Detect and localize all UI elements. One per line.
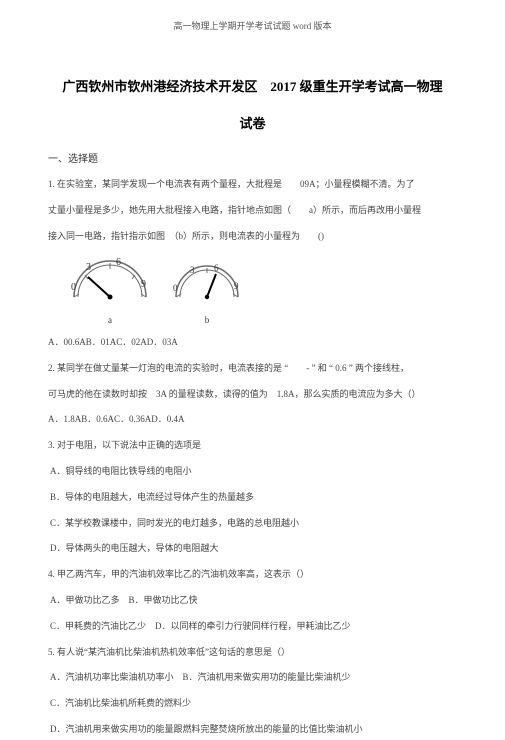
section-heading: 一、选择题 [48, 150, 457, 169]
svg-text:6: 6 [116, 257, 121, 268]
svg-text:6: 6 [214, 263, 219, 273]
q3-option-b: B．导体的电阻越大，电流经过导体产生的热量越多 [48, 488, 457, 508]
q4-option-ab: A．甲做功比乙多 B．甲做功比乙快 [48, 591, 457, 611]
q3-option-a: A．铜导线的电阻比铁导线的电阻小 [48, 462, 457, 482]
svg-text:9: 9 [141, 279, 146, 290]
q1-line3: 接入同一电路，指针指示如图 （b）所示，则电流表的小量程为 () [48, 227, 457, 247]
q1-line1: 1. 在实验室，某同学发现一个电流表有两个量程，大批程是 09A；小量程模糊不清… [48, 175, 457, 195]
q2-options: A．1.8AB．0.6AC．0.36AD．0.4A [48, 410, 457, 430]
q3-option-d: D．导体两头的电压越大，导体的电阻越大 [48, 539, 457, 559]
gauge-figure: 0 3 6 9 a 0 3 6 9 b [66, 257, 457, 329]
q1-line2: 丈量小量程是多少，她先用大批程接入电路，指针地点如图（ a）所示，而后再改用小量… [48, 201, 457, 221]
svg-text:9: 9 [234, 281, 239, 291]
q2-line1: 2. 某同学在做丈量某一灯泡的电流的实验时，电流表接的是 “ - ” 和 “ 0… [48, 359, 457, 379]
exam-title-line1: 广西钦州市钦州港经济技术开发区 2017 级重生开学考试高一物理 [48, 75, 457, 100]
q4-option-cd: C．甲耗费的汽油比乙少 D．以同样的牵引力行驶同样行程，甲耗油比乙少 [48, 617, 457, 637]
q4-stem: 4. 甲乙两汽车，甲的汽油机效率比乙的汽油机效率高，这表示（） [48, 565, 457, 585]
svg-text:3: 3 [190, 265, 195, 275]
q3-option-c: C．某学校教课楼中，同时发光的电灯越多，电路的总电阻越小 [48, 514, 457, 534]
ammeter-icon: 0 3 6 9 [170, 263, 244, 303]
svg-text:3: 3 [86, 262, 91, 273]
q3-stem: 3. 对于电阻，以下说法中正确的选项是 [48, 436, 457, 456]
svg-text:0: 0 [173, 283, 178, 293]
gauge-a: 0 3 6 9 a [66, 257, 154, 329]
q5-option-d: D．汽油机用来做实用功的能量跟燃料完整焚烧所放出的能量的比值比柴油机小 [48, 720, 457, 740]
q1-options: A．00.6AB．01AC．02AD．03A [48, 333, 457, 353]
exam-title-line2: 试卷 [48, 112, 457, 137]
gauge-b: 0 3 6 9 b [170, 263, 244, 329]
gauge-label-a: a [66, 312, 154, 329]
ammeter-icon: 0 3 6 9 [66, 257, 154, 303]
svg-text:0: 0 [71, 282, 76, 293]
q2-line2: 可马虎的他在读数时却按 3A 的量程读数，读得的值为 1.8A，那么实质的电流应… [48, 385, 457, 405]
gauge-label-b: b [170, 312, 244, 329]
q5-option-c: C．汽油机比柴油机所耗费的燃料少 [48, 694, 457, 714]
q5-stem: 5. 有人说“某汽油机比柴油机热机效率低”这句话的意思是（） [48, 643, 457, 663]
page-header: 高一物理上学期开学考试试题 word 版本 [48, 18, 457, 35]
q5-option-ab: A．汽油机功率比柴油机功率小 B．汽油机用来做实用功的能量比柴油机少 [48, 668, 457, 688]
